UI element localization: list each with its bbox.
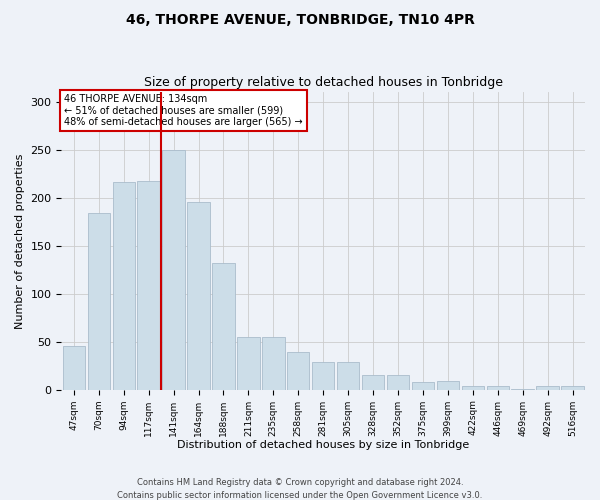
- Text: 46, THORPE AVENUE, TONBRIDGE, TN10 4PR: 46, THORPE AVENUE, TONBRIDGE, TN10 4PR: [125, 12, 475, 26]
- Bar: [237, 337, 260, 390]
- Bar: [337, 362, 359, 390]
- Text: Contains HM Land Registry data © Crown copyright and database right 2024.
Contai: Contains HM Land Registry data © Crown c…: [118, 478, 482, 500]
- Bar: [511, 389, 534, 390]
- Bar: [387, 376, 409, 390]
- Bar: [487, 386, 509, 390]
- Bar: [262, 337, 284, 390]
- Y-axis label: Number of detached properties: Number of detached properties: [15, 153, 25, 328]
- Bar: [562, 386, 584, 390]
- Bar: [212, 263, 235, 390]
- Bar: [62, 346, 85, 390]
- Bar: [163, 150, 185, 390]
- Bar: [362, 376, 384, 390]
- Bar: [88, 213, 110, 390]
- Bar: [461, 386, 484, 390]
- X-axis label: Distribution of detached houses by size in Tonbridge: Distribution of detached houses by size …: [177, 440, 469, 450]
- Bar: [412, 382, 434, 390]
- Text: 46 THORPE AVENUE: 134sqm
← 51% of detached houses are smaller (599)
48% of semi-: 46 THORPE AVENUE: 134sqm ← 51% of detach…: [64, 94, 302, 126]
- Bar: [437, 381, 459, 390]
- Title: Size of property relative to detached houses in Tonbridge: Size of property relative to detached ho…: [144, 76, 503, 90]
- Bar: [187, 202, 210, 390]
- Bar: [137, 182, 160, 390]
- Bar: [312, 362, 334, 390]
- Bar: [287, 352, 310, 390]
- Bar: [536, 386, 559, 390]
- Bar: [113, 182, 135, 390]
